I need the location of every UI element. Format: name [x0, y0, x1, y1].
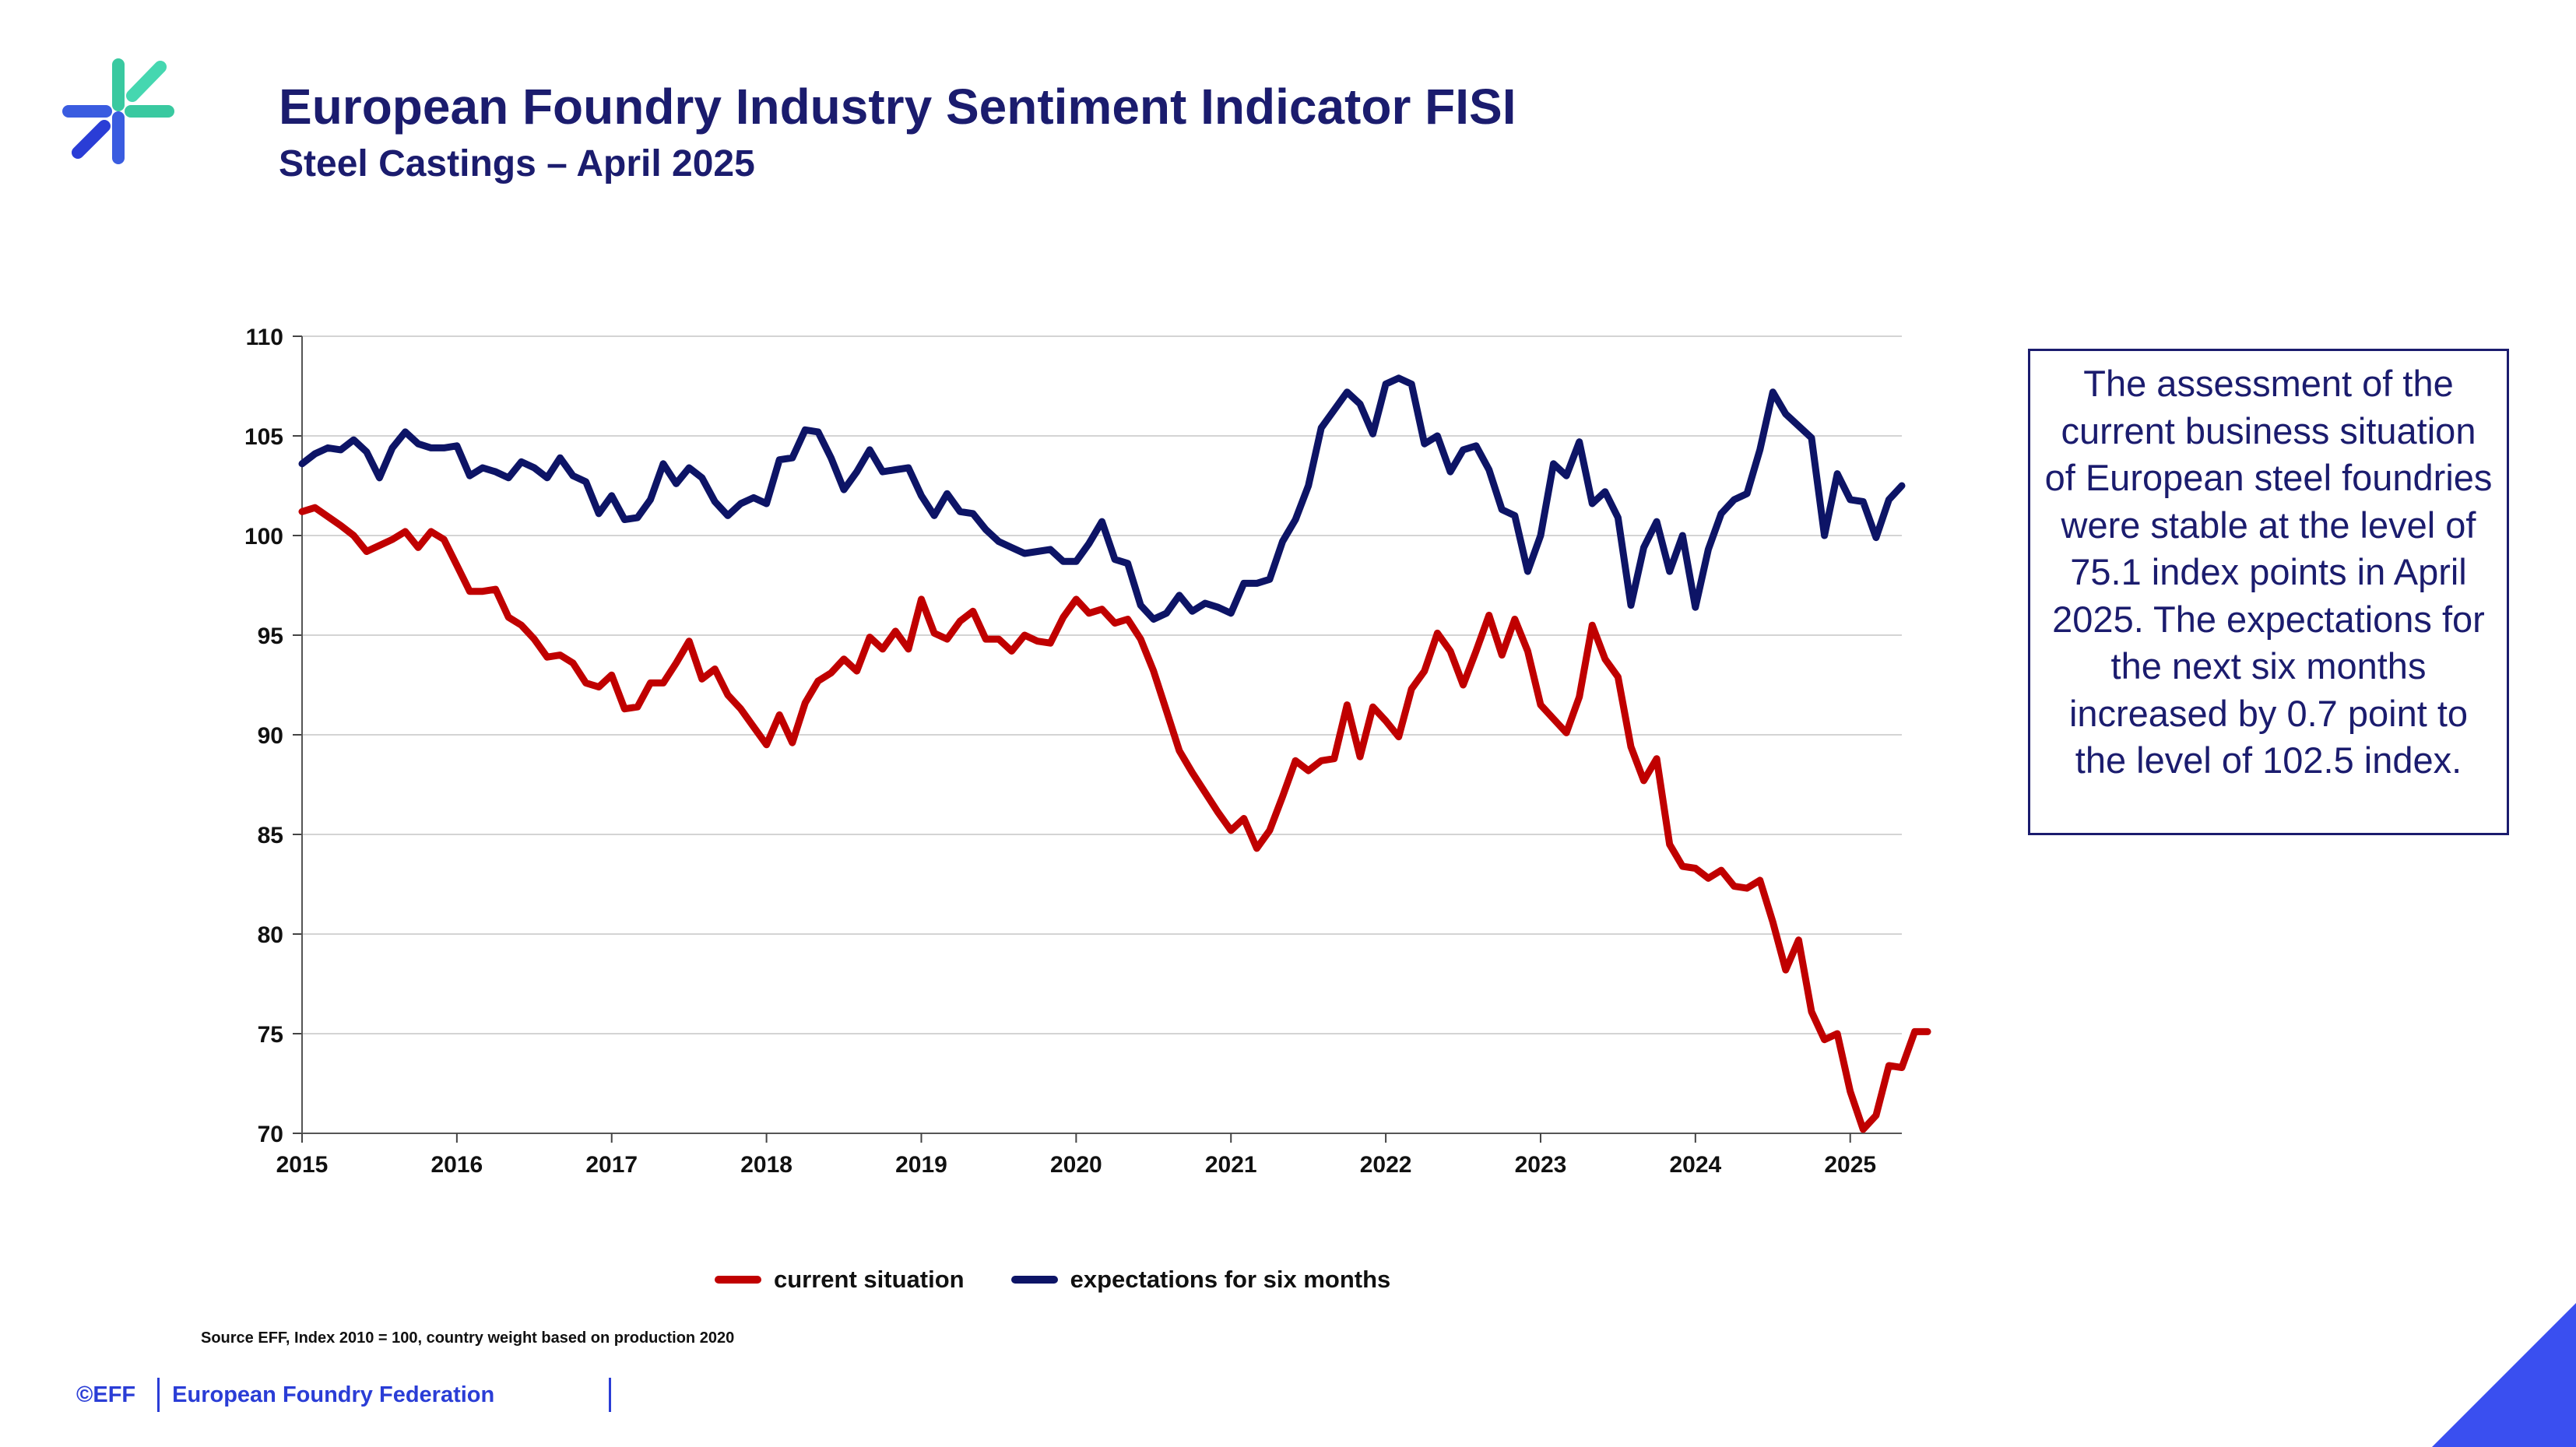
footer-divider: [157, 1378, 160, 1412]
y-tick-label: 105: [244, 424, 283, 450]
legend-item-current: current situation: [715, 1266, 965, 1294]
x-tick-label: 2021: [1205, 1152, 1257, 1178]
y-tick-label: 100: [244, 524, 283, 550]
x-tick-label: 2018: [740, 1152, 792, 1178]
page-subtitle: Steel Castings – April 2025: [279, 143, 755, 184]
y-tick-label: 85: [258, 823, 283, 848]
info-box: The assessment of the current business s…: [2028, 349, 2509, 835]
footer-organization: European Foundry Federation: [172, 1382, 495, 1407]
x-tick-label: 2016: [431, 1152, 483, 1178]
footer-copyright: ©EFF: [76, 1382, 136, 1407]
x-tick-label: 2017: [585, 1152, 638, 1178]
y-tick-label: 70: [258, 1122, 283, 1147]
eff-logo: [62, 58, 174, 164]
corner-accent-triangle: [2432, 1303, 2576, 1447]
x-tick-label: 2025: [1824, 1152, 1876, 1178]
y-tick-label: 110: [246, 325, 283, 350]
legend-swatch-current: [715, 1276, 761, 1284]
y-tick-label: 90: [258, 723, 283, 749]
y-tick-label: 95: [258, 623, 283, 649]
x-tick-label: 2020: [1050, 1152, 1102, 1178]
page-title: European Foundry Industry Sentiment Indi…: [279, 79, 1516, 135]
x-tick-label: 2023: [1515, 1152, 1567, 1178]
series-line-expectations: [298, 374, 1906, 623]
legend-swatch-expectations: [1010, 1276, 1058, 1284]
series-line-current-situation: [298, 504, 1931, 1133]
chart-legend: current situation expectations for six m…: [715, 1266, 1390, 1294]
source-note: Source EFF, Index 2010 = 100, country we…: [201, 1329, 735, 1347]
y-tick-label: 80: [258, 922, 283, 948]
y-tick-label: 75: [258, 1022, 283, 1048]
x-tick-label: 2015: [276, 1152, 329, 1178]
legend-label-current: current situation: [774, 1266, 965, 1293]
legend-label-expectations: expectations for six months: [1070, 1266, 1391, 1293]
legend-item-expectations: expectations for six months: [1010, 1266, 1391, 1294]
footer: ©EFF European Foundry Federation: [76, 1378, 494, 1412]
footer-divider-right: [609, 1378, 611, 1412]
x-tick-label: 2024: [1669, 1152, 1721, 1178]
x-tick-label: 2019: [895, 1152, 947, 1178]
x-tick-label: 2022: [1360, 1152, 1412, 1178]
